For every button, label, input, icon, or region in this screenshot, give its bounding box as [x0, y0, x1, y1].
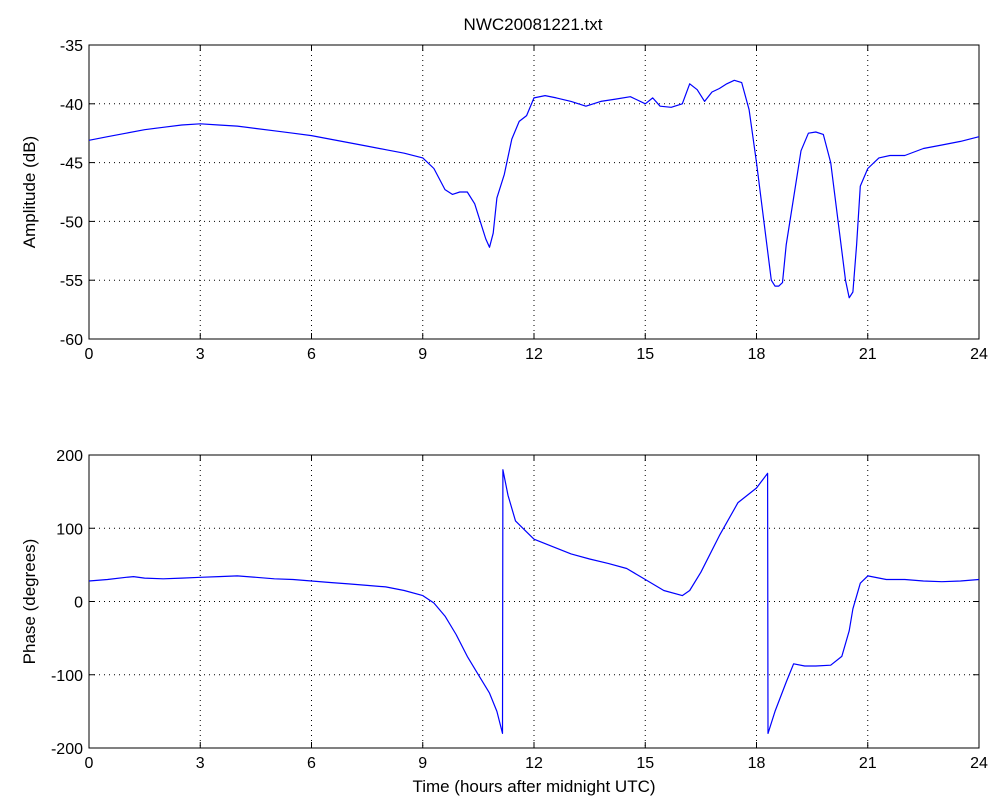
phase-y-tick-label: -100: [51, 668, 83, 685]
phase-y-tick-label: -200: [51, 741, 83, 758]
amplitude-y-tick-label: -50: [60, 214, 83, 231]
phase-x-tick-label: 3: [196, 755, 205, 772]
phase-x-tick-label: 9: [418, 755, 427, 772]
phase-y-tick-label: 100: [56, 521, 83, 538]
amplitude-x-tick-label: 6: [307, 346, 316, 363]
amplitude-x-tick-label: 0: [85, 346, 94, 363]
phase-y-tick-label: 200: [56, 448, 83, 465]
phase-x-tick-label: 15: [636, 755, 654, 772]
amplitude-x-tick-label: 12: [525, 346, 543, 363]
figure-title: NWC20081221.txt: [464, 15, 603, 34]
phase-x-tick-label: 6: [307, 755, 316, 772]
phase-x-tick-label: 18: [748, 755, 766, 772]
amplitude-x-tick-label: 24: [970, 346, 988, 363]
amplitude-y-tick-label: -35: [60, 38, 83, 55]
amplitude-plot-area: [88, 44, 980, 340]
phase-x-tick-label: 21: [859, 755, 877, 772]
phase-x-tick-label: 0: [85, 755, 94, 772]
phase-x-tick-label: 12: [525, 755, 543, 772]
phase-y-tick-label: 0: [74, 595, 83, 612]
amplitude-y-tick-label: -60: [60, 332, 83, 349]
amplitude-x-tick-label: 18: [748, 346, 766, 363]
phase-y-axis-label: Phase (degrees): [20, 539, 39, 665]
phase-x-axis-label: Time (hours after midnight UTC): [412, 777, 655, 796]
amplitude-x-tick-label: 21: [859, 346, 877, 363]
amplitude-series-line: [88, 79, 980, 299]
amplitude-x-tick-label: 15: [636, 346, 654, 363]
amplitude-y-tick-label: -40: [60, 97, 83, 114]
amplitude-x-tick-label: 9: [418, 346, 427, 363]
amplitude-y-axis-label: Amplitude (dB): [20, 136, 39, 248]
amplitude-x-tick-label: 3: [196, 346, 205, 363]
phase-plot: 0 3 6 9 12 15 18 21 24 -200 -100 0 100 200 Phase (degr…: [20, 448, 988, 796]
amplitude-plot: 0 3 6 9 12 15 18 21 24 -60 -55 -50 -45 -40 -35 Amplitud…: [20, 38, 988, 363]
phase-x-tick-label: 24: [970, 755, 988, 772]
amplitude-y-tick-label: -55: [60, 273, 83, 290]
phase-series-line: [88, 469, 980, 735]
amplitude-y-tick-label: -45: [60, 156, 83, 173]
